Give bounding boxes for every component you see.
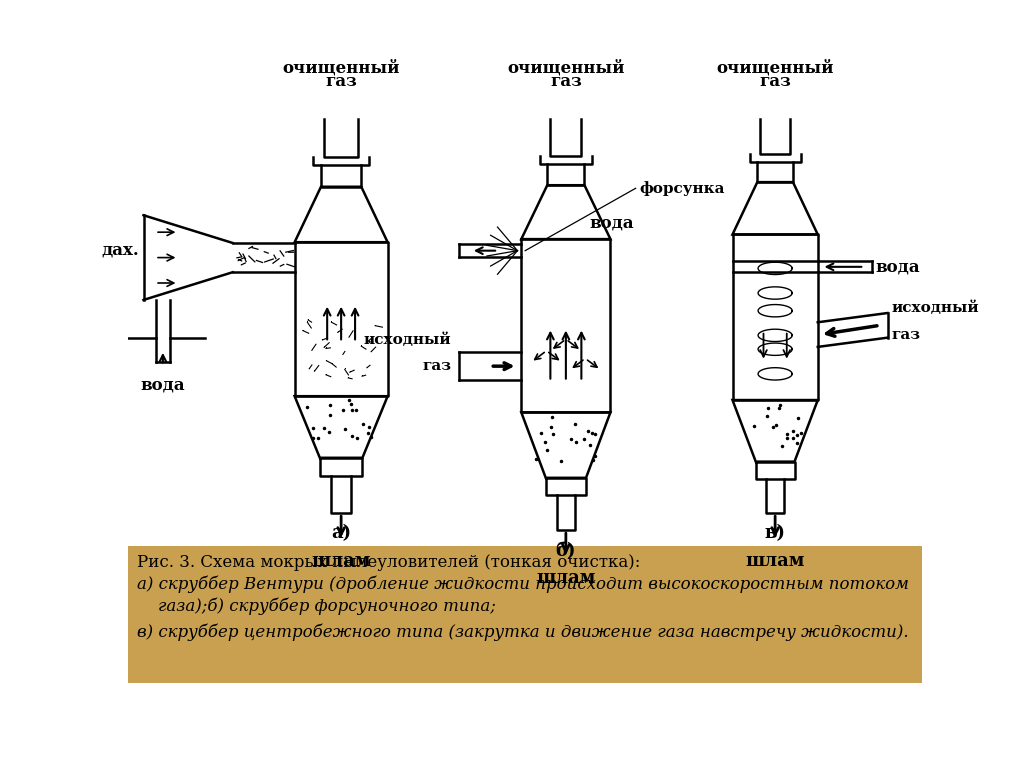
Text: газ: газ bbox=[759, 73, 791, 90]
Text: дах.: дах. bbox=[101, 242, 139, 258]
Text: б): б) bbox=[556, 542, 577, 559]
Text: вода: вода bbox=[589, 215, 634, 232]
Text: шлам: шлам bbox=[311, 551, 371, 570]
Bar bbox=[128, 519, 922, 546]
Text: исходный: исходный bbox=[364, 332, 452, 347]
Text: газа);б) скруббер форсуночного типа;: газа);б) скруббер форсуночного типа; bbox=[137, 597, 497, 614]
Text: газ: газ bbox=[423, 359, 452, 374]
Text: в) скруббер центробежного типа (закрутка и движение газа навстречу жидкости).: в) скруббер центробежного типа (закрутка… bbox=[137, 624, 909, 641]
Text: вода: вода bbox=[140, 377, 185, 394]
Text: газ: газ bbox=[891, 328, 921, 341]
Text: шлам: шлам bbox=[745, 551, 805, 570]
Text: форсунка: форсунка bbox=[640, 181, 725, 196]
Text: а): а) bbox=[331, 525, 351, 542]
Text: а) скруббер Вентури (дробление жидкости происходит высокоскоростным потоком: а) скруббер Вентури (дробление жидкости … bbox=[137, 575, 909, 593]
Text: очищенный: очищенный bbox=[717, 60, 834, 77]
Text: очищенный: очищенный bbox=[283, 60, 399, 77]
Text: Рис. 3. Схема мокрых пылеуловителей (тонкая очистка):: Рис. 3. Схема мокрых пылеуловителей (тон… bbox=[137, 554, 641, 571]
Text: очищенный: очищенный bbox=[507, 60, 625, 77]
Text: в): в) bbox=[765, 525, 785, 542]
Text: газ: газ bbox=[326, 73, 357, 90]
Text: шлам: шлам bbox=[537, 568, 596, 587]
Bar bbox=[128, 546, 922, 683]
Text: газ: газ bbox=[550, 73, 582, 90]
Bar bbox=[128, 92, 922, 546]
Text: вода: вода bbox=[876, 258, 921, 275]
Text: исходный: исходный bbox=[891, 301, 979, 315]
